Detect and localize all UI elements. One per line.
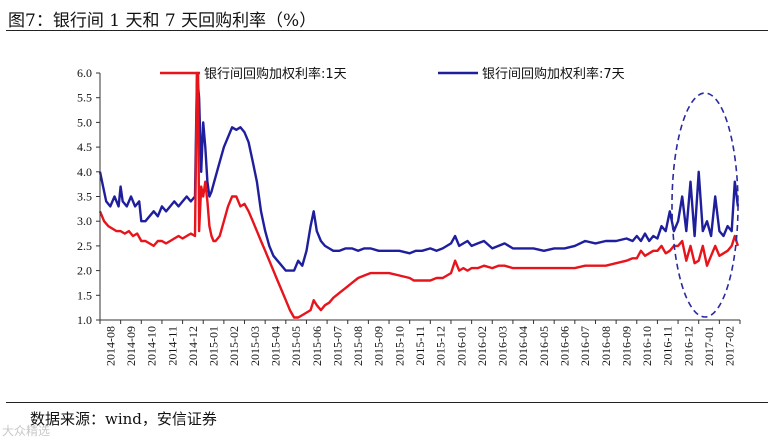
y-tick-label: 2.5 [77,239,92,253]
x-tick-label: 2016-05 [537,326,551,366]
y-axis-ticks: 6.0 5.5 5.0 4.5 4.0 3.5 3.0 2.5 2.0 1.5 1.0 [77,66,100,327]
x-tick-label: 2016-11 [661,326,675,366]
x-tick-label: 2015-11 [413,326,427,366]
series-lines [98,71,740,319]
y-tick-label: 4.5 [77,140,92,154]
x-tick-label: 2017-01 [702,326,716,366]
x-tick-label: 2016-08 [599,326,613,366]
x-tick-label: 2015-04 [268,326,282,366]
bottom-rule [6,402,768,403]
x-tick-label: 2015-07 [330,326,344,366]
y-tick-label: 6.0 [77,66,92,80]
x-tick-label: 2014-09 [124,326,138,366]
x-axis-ticks: 2014-08 2014-09 2014-10 2014-11 2014-12 2015-… [99,320,741,366]
y-tick-label: 1.5 [77,288,92,302]
series-1d-line [98,72,740,319]
x-tick-label: 2015-09 [372,326,386,366]
y-tick-label: 2.0 [77,264,92,278]
x-tick-label: 2015-12 [434,326,448,366]
figure-title: 图7：银行间 1 天和 7 天回购利率（%） [8,11,317,31]
axes [99,73,740,321]
x-tick-label: 2016-12 [681,326,695,366]
series-7d-line [98,71,740,272]
y-tick-label: 5.5 [77,91,92,105]
legend: 银行间回购加权利率:1天 银行间回购加权利率:7天 [160,66,625,82]
x-tick-label: 2014-10 [145,326,159,366]
legend-item-7d: 银行间回购加权利率:7天 [438,66,625,82]
x-tick-label: 2014-08 [103,326,117,366]
x-tick-label: 2015-01 [207,326,221,366]
x-tick-label: 2015-05 [289,326,303,366]
legend-label: 银行间回购加权利率:7天 [482,66,625,82]
x-tick-label: 2017-02 [723,326,737,366]
x-tick-label: 2015-06 [310,326,324,366]
x-tick-label: 2016-06 [558,326,572,366]
legend-label: 银行间回购加权利率:1天 [204,66,347,82]
source-note: 数据来源：wind，安信证券 [30,410,217,428]
x-tick-label: 2016-10 [640,326,654,366]
x-tick-label: 2015-03 [248,326,262,366]
annotation [671,92,739,318]
x-tick-label: 2014-11 [165,326,179,366]
x-tick-label: 2016-01 [454,326,468,366]
x-tick-label: 2016-09 [619,326,633,366]
x-tick-label: 2016-07 [578,326,592,366]
y-tick-label: 4.0 [77,165,92,179]
y-tick-label: 5.0 [77,115,92,129]
x-tick-label: 2015-10 [392,326,406,366]
x-tick-label: 2015-08 [351,326,365,366]
y-tick-label: 3.0 [77,214,92,228]
watermark: 大众精选 [2,424,51,438]
x-tick-label: 2016-04 [516,326,530,366]
y-tick-label: 3.5 [77,190,92,204]
highlight-ellipse [671,92,739,318]
x-tick-label: 2016-02 [475,326,489,366]
top-rule [6,30,768,31]
x-tick-label: 2016-03 [496,326,510,366]
legend-item-1d: 银行间回购加权利率:1天 [160,66,347,82]
y-tick-label: 1.0 [77,313,92,327]
x-tick-label: 2015-02 [227,326,241,366]
x-tick-label: 2014-12 [186,326,200,366]
line-chart: 6.0 5.5 5.0 4.5 4.0 3.5 3.0 2.5 2.0 1.5 1.0 2014-0… [77,66,741,366]
